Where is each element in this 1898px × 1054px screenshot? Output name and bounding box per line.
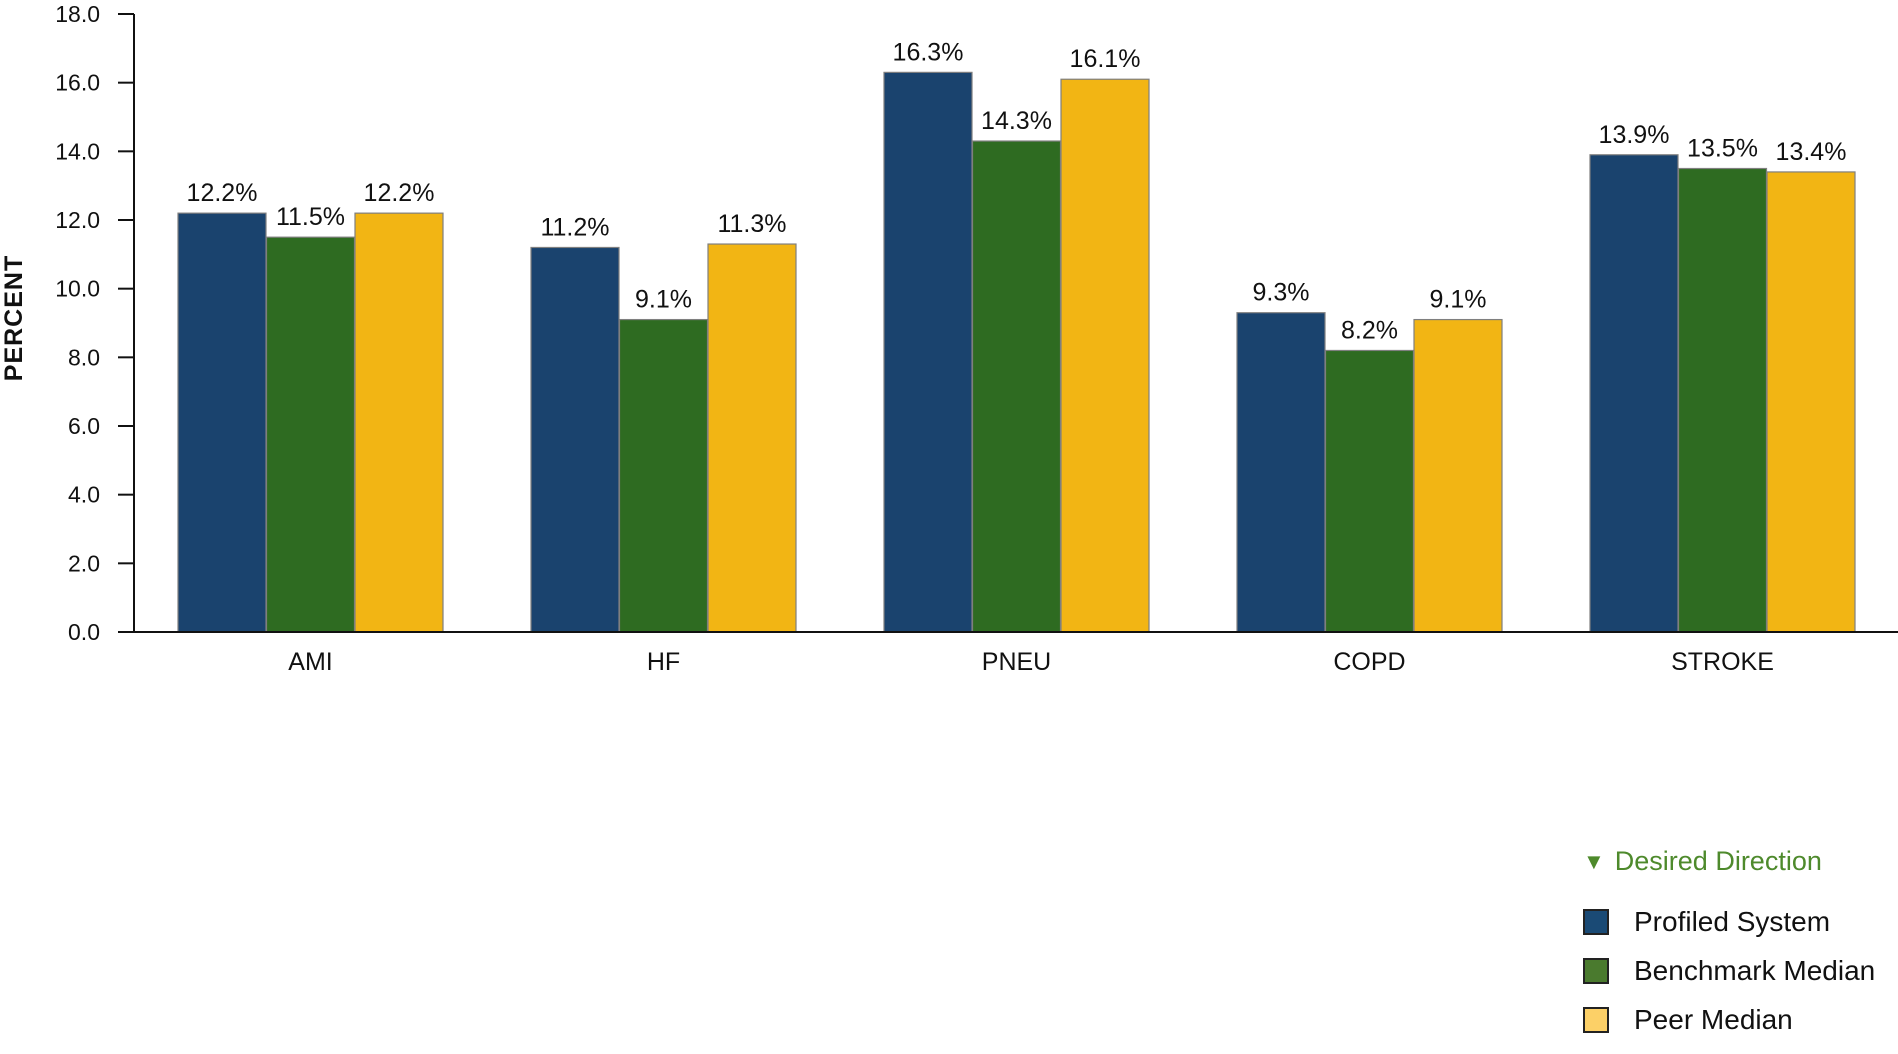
data-label-peer-median-copd: 9.1% [1430,286,1487,314]
bar-profiled-system-pneu [883,71,973,633]
y-tick-label: 2.0 [68,550,100,576]
data-label-peer-median-hf: 11.3% [717,210,786,238]
data-label-benchmark-median-stroke: 13.5% [1687,135,1758,163]
legend-swatch-peer-median [1583,1007,1609,1033]
data-label-benchmark-median-pneu: 14.3% [981,107,1052,135]
data-label-benchmark-median-ami: 11.5% [276,203,345,231]
data-label-benchmark-median-copd: 8.2% [1341,316,1398,344]
x-category-label: STROKE [1671,648,1774,676]
data-label-benchmark-median-hf: 9.1% [635,286,692,314]
legend-label-benchmark-median: Benchmark Median [1634,955,1876,986]
bar-peer-median-hf [707,243,797,633]
desired-direction: ▼ Desired Direction [1583,846,1875,877]
data-label-profiled-system-copd: 9.3% [1253,279,1310,307]
y-tick-label: 0.0 [68,619,100,645]
legend-label-profiled-system: Profiled System [1634,906,1831,937]
bar-profiled-system-copd [1236,312,1326,633]
data-label-peer-median-stroke: 13.4% [1776,138,1847,166]
legend-item-profiled-system: Profiled System [1583,906,1875,937]
y-tick-label: 14.0 [55,138,100,164]
bar-benchmark-median-copd [1324,349,1415,633]
legend-item-peer-median: Peer Median [1583,1004,1875,1035]
y-tick-label: 10.0 [55,276,100,302]
legend-swatch-benchmark-median [1583,958,1609,984]
x-category-label: COPD [1333,648,1405,676]
data-label-profiled-system-stroke: 13.9% [1599,121,1670,149]
legend-swatch-profiled-system [1583,909,1609,935]
x-category-label: AMI [288,648,332,676]
bar-peer-median-pneu [1060,78,1150,633]
triangle-down-icon: ▼ [1583,848,1605,874]
x-category-label: PNEU [982,648,1051,676]
bar-benchmark-median-pneu [971,140,1062,633]
data-label-profiled-system-pneu: 16.3% [893,38,964,66]
data-label-peer-median-pneu: 16.1% [1070,45,1141,73]
data-label-profiled-system-ami: 12.2% [187,179,258,207]
bar-benchmark-median-hf [618,318,709,633]
desired-direction-label: Desired Direction [1614,846,1822,876]
y-tick-label: 12.0 [55,207,100,233]
x-axis-labels: AMI HF PNEU COPD STROKE [288,648,1774,676]
y-tick-label: 18.0 [55,1,100,27]
x-category-label: HF [647,648,680,676]
bar-profiled-system-hf [530,246,620,633]
bar-profiled-system-stroke [1589,154,1679,633]
bar-peer-median-copd [1413,318,1503,633]
bar-benchmark-median-ami [265,236,356,633]
bar-peer-median-ami [354,212,444,633]
bar-benchmark-median-stroke [1677,167,1768,633]
legend-item-benchmark-median: Benchmark Median [1583,955,1876,986]
y-tick-label: 16.0 [55,70,100,96]
data-labels-group: 12.2% 11.5% 12.2% 11.2% 9.1% 11.3% 16.3% 14.3% 1… [187,38,1847,344]
bar-series-group [177,71,1856,633]
bar-peer-median-stroke [1766,171,1856,633]
y-tick-label: 6.0 [68,413,100,439]
y-axis-ticks: 0.0 2.0 4.0 6.0 8.0 10.0 12.0 14.0 16.0 18.0 [55,1,134,645]
legend-label-peer-median: Peer Median [1634,1004,1793,1035]
bar-profiled-system-ami [177,212,267,633]
y-tick-label: 4.0 [68,482,100,508]
data-label-profiled-system-hf: 11.2% [540,213,609,241]
legend: ▼ Desired Direction Profiled System Benc… [1583,846,1875,1054]
y-tick-label: 8.0 [68,344,100,370]
y-axis-title: PERCENT [0,255,28,381]
data-label-peer-median-ami: 12.2% [364,179,435,207]
